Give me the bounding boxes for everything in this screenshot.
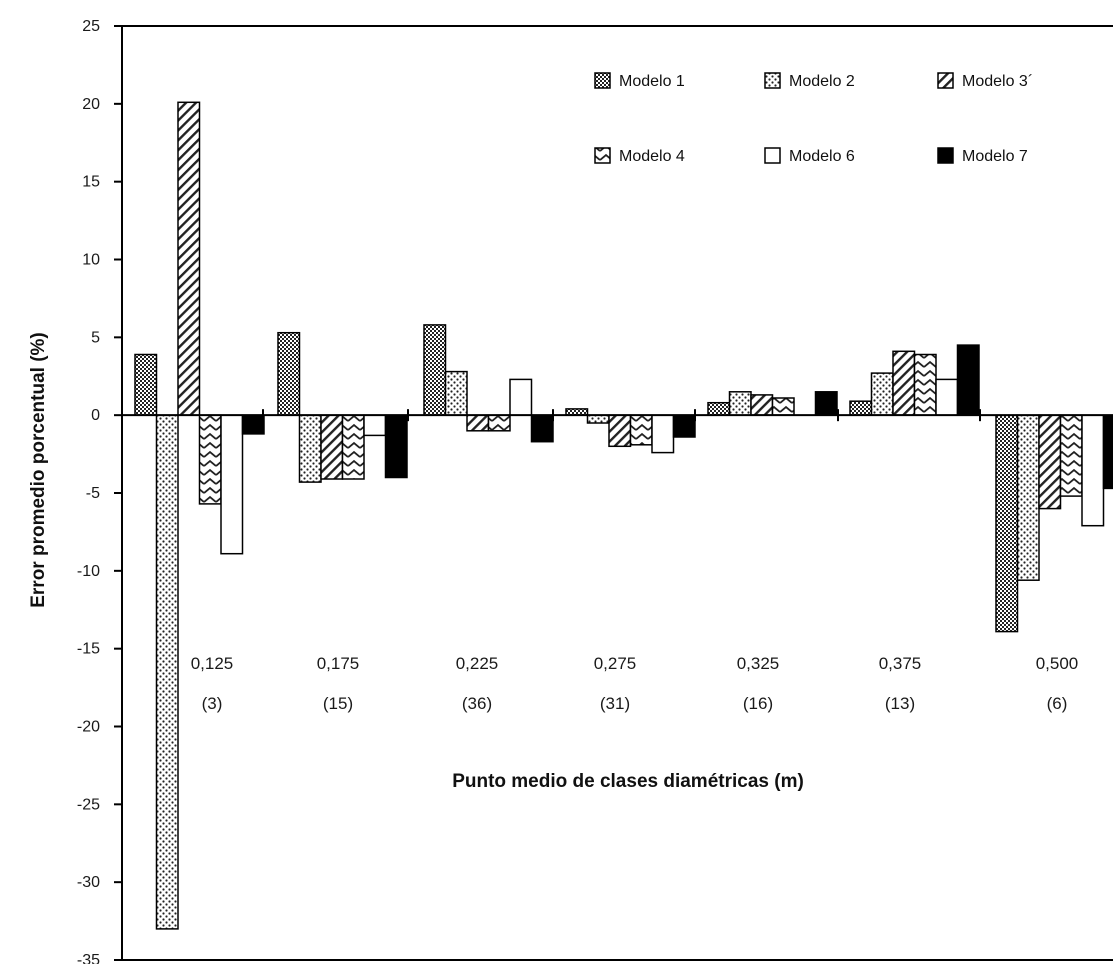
bar: [444, 370, 468, 416]
bar: [728, 391, 752, 416]
category-label: 0,500: [1036, 654, 1079, 673]
bars: [134, 101, 1113, 930]
bar: [956, 344, 980, 416]
bar: [198, 414, 222, 505]
category-label: 0,225: [456, 654, 499, 673]
bar: [1102, 414, 1113, 490]
bar: [220, 414, 244, 555]
legend-label: Modelo 4: [619, 148, 685, 165]
bar: [913, 353, 937, 416]
bar: [277, 331, 301, 416]
legend-swatch: [764, 72, 781, 89]
bar: [177, 101, 201, 416]
bar: [707, 401, 731, 416]
bar: [1038, 414, 1062, 510]
bar: [1059, 414, 1083, 497]
category-count: (6): [1047, 694, 1068, 713]
y-tick-label: 15: [82, 174, 100, 191]
y-tick-label: 5: [91, 329, 100, 346]
bar: [771, 397, 795, 416]
category-label: 0,125: [191, 654, 234, 673]
y-tick-label: 25: [82, 18, 100, 35]
bar: [849, 400, 873, 416]
category-label: 0,275: [594, 654, 637, 673]
bar: [241, 414, 265, 435]
category-count: (13): [885, 694, 915, 713]
y-tick-label: -20: [77, 719, 100, 736]
category-count: (36): [462, 694, 492, 713]
legend-swatch: [937, 72, 954, 89]
category-count: (15): [323, 694, 353, 713]
category-count: (3): [202, 694, 223, 713]
bar: [384, 414, 408, 479]
legend-label: Modelo 3´: [962, 73, 1033, 90]
category-labels: 0,125 (3) 0,175 (15) 0,225 (36) 0,275 (31) 0,325…: [191, 654, 1079, 713]
legend-label: Modelo 2: [789, 73, 855, 90]
y-tick-label: -25: [77, 796, 100, 813]
legend-label: Modelo 1: [619, 73, 685, 90]
bar: [629, 414, 653, 446]
y-tick-label: 20: [82, 96, 100, 113]
y-tick-label: -35: [77, 952, 100, 964]
bar: [423, 324, 447, 416]
bar: [320, 414, 344, 480]
y-tick-label: -15: [77, 641, 100, 658]
bar: [892, 350, 916, 416]
category-ticks: [262, 409, 981, 422]
legend-swatch: [594, 72, 611, 89]
bar: [134, 353, 158, 416]
bar: [672, 414, 696, 438]
legend-label: Modelo 7: [962, 148, 1028, 165]
y-tick-label: -5: [86, 485, 100, 502]
bar: [1016, 414, 1040, 581]
bar: [651, 414, 675, 454]
bar: [509, 378, 533, 416]
category-count: (16): [743, 694, 773, 713]
legend-swatch: [764, 147, 781, 164]
bar: [363, 414, 387, 437]
legend-label: Modelo 6: [789, 148, 855, 165]
y-ticks: 25 20 15 10 5 0 -5 -10 -15 -20 -25 -30 -35: [77, 18, 122, 964]
bar: [586, 414, 610, 424]
y-tick-label: -10: [77, 563, 100, 580]
bar: [530, 414, 554, 443]
category-count: (31): [600, 694, 630, 713]
bar: [814, 391, 838, 416]
bar: [466, 414, 490, 432]
bar: [750, 394, 774, 416]
bar: [298, 414, 322, 483]
x-axis-title: Punto medio de clases diamétricas (m): [452, 771, 804, 792]
bar: [341, 414, 365, 480]
y-tick-label: 0: [91, 407, 100, 424]
y-tick-label: 10: [82, 252, 100, 269]
bar: [995, 414, 1019, 633]
y-tick-label: -30: [77, 874, 100, 891]
bar: [935, 378, 959, 416]
legend-swatch: [937, 147, 954, 164]
y-axis-title: Error promedio porcentual (%): [28, 332, 49, 608]
category-label: 0,325: [737, 654, 780, 673]
bar: [155, 414, 179, 930]
bar: [1081, 414, 1105, 527]
category-label: 0,175: [317, 654, 360, 673]
bar: [608, 414, 632, 448]
legend: Modelo 1 Modelo 2 Modelo 3´ Modelo 4 Modelo …: [594, 72, 1033, 165]
bar: [487, 414, 511, 432]
bar: [870, 372, 894, 416]
category-label: 0,375: [879, 654, 922, 673]
legend-swatch: [594, 147, 611, 164]
